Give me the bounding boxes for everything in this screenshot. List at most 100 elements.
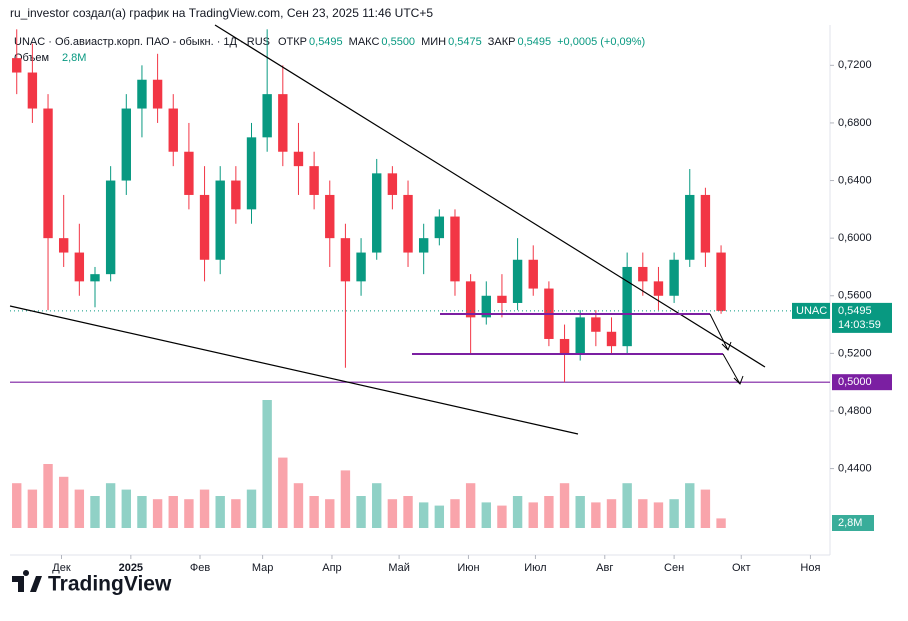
trend-line <box>9 305 579 435</box>
legend-text: МАКС <box>349 36 380 48</box>
candle-body <box>653 281 664 296</box>
volume-bar <box>403 496 413 528</box>
candle-body <box>278 94 288 152</box>
y-tick-label: 0,6000 <box>838 232 872 244</box>
x-tick-label: Дек <box>52 562 71 574</box>
volume-bar <box>418 502 429 528</box>
volume-bar <box>121 489 131 528</box>
legend-text: МИН <box>421 36 446 48</box>
volume-bar <box>278 457 288 528</box>
legend-text: UNAC · Об.авиастр.корп. ПАО - обыкн. · 1… <box>14 36 270 48</box>
volume-bar <box>591 502 601 528</box>
volume-bar <box>215 496 225 528</box>
candle-body <box>184 151 194 195</box>
y-tick-label: 0,6400 <box>838 174 872 186</box>
symbol-tag <box>792 302 830 319</box>
candle-body <box>325 194 335 239</box>
volume-bar <box>152 499 163 528</box>
candle-body <box>387 173 398 195</box>
legend-text: 0,5500 <box>381 36 415 48</box>
volume-bar <box>137 496 147 528</box>
legend-text: 0,5475 <box>448 36 482 48</box>
volume-bar <box>90 496 100 528</box>
volume-bar <box>450 499 460 528</box>
x-tick-label: Июл <box>524 562 546 574</box>
candle-body <box>215 180 225 260</box>
volume-bar <box>575 496 585 528</box>
x-tick-label: Ноя <box>800 562 820 574</box>
candle-body <box>12 58 22 73</box>
attribution: ru_investor создал(а) график на TradingV… <box>10 6 433 20</box>
volume-bar <box>685 483 695 528</box>
y-tick-label: 0,4400 <box>838 462 872 474</box>
volume-bar <box>199 489 210 528</box>
candle-body <box>152 79 163 109</box>
volume-bar <box>58 476 69 528</box>
legend-text: 0,5495 <box>517 36 551 48</box>
volume-bar <box>309 496 319 528</box>
x-tick-label: Сен <box>664 562 684 574</box>
volume-bar <box>434 505 445 528</box>
candle-body <box>669 259 679 296</box>
volume-bar <box>27 489 38 528</box>
volume-bar <box>716 518 726 528</box>
y-tick-label: 0,7200 <box>838 59 872 71</box>
candle-body <box>450 216 460 282</box>
volume-bar <box>246 489 257 528</box>
volume-bar <box>622 483 632 528</box>
volume-bar <box>512 496 523 528</box>
level-label: 0,5000 <box>838 376 872 388</box>
candle-body <box>638 266 648 282</box>
legend-text: 0,5495 <box>309 36 343 48</box>
x-tick-label: Окт <box>732 562 751 574</box>
candle-body <box>121 108 131 181</box>
candle-body <box>309 166 319 195</box>
volume-bar <box>231 499 241 528</box>
candle-body <box>340 238 351 282</box>
x-tick-label: Апр <box>322 562 341 574</box>
y-tick-label: 0,6800 <box>838 117 872 129</box>
candle-body <box>74 252 85 282</box>
candle-body <box>700 194 711 253</box>
y-tick-label: 0,5200 <box>838 347 872 359</box>
level-tag <box>832 374 892 391</box>
y-tick-label: 0,5600 <box>838 290 872 302</box>
volume-bar <box>544 496 554 528</box>
candle-body <box>465 281 476 318</box>
brand: TradingView <box>48 573 172 596</box>
candle-body <box>497 295 507 303</box>
legend-header: UNAC · Об.авиастр.корп. ПАО - обыкн. · 1… <box>14 36 645 64</box>
logo <box>12 570 42 592</box>
countdown: 14:03:59 <box>838 319 881 331</box>
candle-body <box>58 238 69 253</box>
volume-bar <box>262 400 272 528</box>
x-tick-label: Авг <box>596 562 613 574</box>
x-tick-label: 2025 <box>119 562 143 574</box>
volume-bar <box>387 499 398 528</box>
candle-body <box>606 331 617 347</box>
trend-line <box>214 24 766 368</box>
volume-bar <box>372 483 382 528</box>
volume-label: Объем <box>14 52 49 64</box>
candle-body <box>199 194 210 260</box>
volume-value: 2,8M <box>62 52 86 64</box>
x-tick-label: Фев <box>190 562 210 574</box>
candle-body <box>168 108 178 152</box>
volume-bar <box>481 502 491 528</box>
symbol-label: UNAC <box>796 305 827 317</box>
volume-bar <box>606 499 617 528</box>
candle-body <box>622 266 632 347</box>
x-tick-label: Май <box>388 562 410 574</box>
candle-body <box>418 238 429 253</box>
candle-body <box>481 295 491 318</box>
legend-text: ЗАКР <box>488 36 516 48</box>
candle-body <box>293 151 304 167</box>
x-tick-label: Июн <box>457 562 479 574</box>
candle-body <box>137 79 147 109</box>
volume-bar <box>293 483 304 528</box>
legend-text: +0,0005 (+0,09%) <box>557 36 645 48</box>
volume-bar <box>168 496 178 528</box>
candle-body <box>575 317 585 354</box>
